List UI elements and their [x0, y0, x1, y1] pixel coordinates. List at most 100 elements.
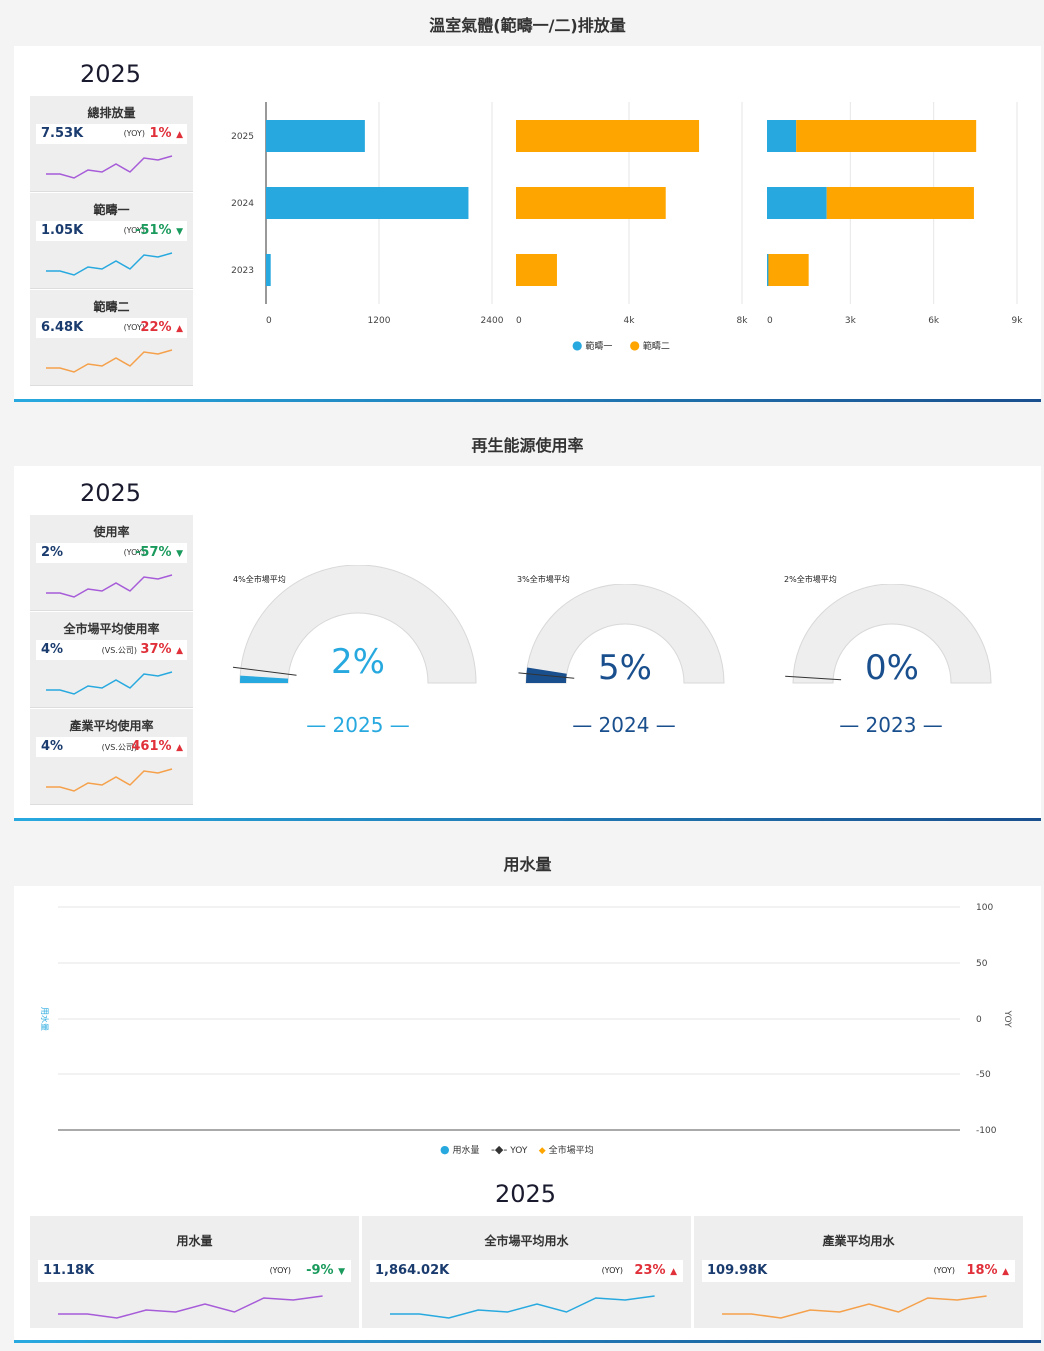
ghg-year: 2025 [80, 60, 142, 88]
gauge-fill [240, 675, 289, 683]
tick-label: 8k [737, 316, 749, 326]
kpi-change: 37% ▲ [140, 642, 183, 657]
bar-範疇二 [516, 254, 557, 286]
ghg-legend: ● 範疇一 ● 範疇二 [572, 338, 670, 352]
legend-yoy: YOY [510, 1146, 528, 1156]
kpi-sparkline [390, 1295, 655, 1319]
kpi-value: 1.05K [41, 223, 84, 238]
kpi-title: 範疇二 [93, 300, 130, 314]
kpi-card: 範疇二 6.48K (YOY) 22% ▲ [30, 290, 193, 386]
gauge-track [239, 565, 477, 684]
bar-範疇一 [767, 254, 769, 286]
sparkline-path [46, 574, 173, 598]
kpi-compare-label: (YOY) [123, 548, 145, 557]
kpi-change: 461% ▲ [131, 739, 183, 754]
kpi-value: 11.18K [43, 1263, 95, 1278]
gauge-value: 2% [331, 642, 385, 682]
arrow-down-icon: ▼ [176, 227, 183, 237]
kpi-change: 22% ▲ [140, 320, 183, 335]
sparkline-path [390, 1295, 655, 1319]
gauge-avg-caption: 3%全市場平均 [517, 575, 570, 584]
bar-範疇二 [796, 120, 977, 152]
bar-範疇二 [826, 187, 974, 219]
tick-label: 0 [516, 316, 522, 326]
gauge-2 [785, 584, 992, 684]
kpi-compare-label: (VS.公司) [101, 646, 137, 655]
kpi-change: 1% ▲ [149, 126, 183, 141]
kpi-value-row: 1,864.02K (YOY) 23% ▲ [370, 1260, 683, 1282]
bar-範疇一 [266, 254, 271, 286]
kpi-title: 使用率 [93, 525, 130, 539]
legend-scope2: 範疇二 [642, 342, 670, 352]
category-label: 2025 [231, 132, 254, 142]
category-label: 2024 [231, 199, 254, 209]
kpi-value-row: 6.48K (YOY) 22% ▲ [36, 318, 187, 338]
kpi-change: -9% ▼ [306, 1263, 345, 1278]
kpi-sparkline [46, 768, 173, 792]
tick-label: 2400 [481, 316, 504, 326]
kpi-card: 全市場平均用水 1,864.02K (YOY) 23% ▲ [362, 1216, 691, 1328]
tick-label: 0 [266, 316, 272, 326]
gauge-0 [232, 565, 477, 684]
kpi-compare-label: (YOY) [601, 1266, 623, 1275]
arrow-up-icon: ▲ [1002, 1267, 1009, 1277]
gauge-year-label: — 2024 — [572, 713, 676, 737]
arrow-up-icon: ▲ [176, 646, 183, 656]
sparkline-path [46, 768, 173, 792]
gauge-track [792, 584, 992, 684]
gauge-avg-marker [518, 672, 575, 679]
sparkline-path [722, 1295, 987, 1319]
sparkline-path [46, 671, 173, 695]
kpi-compare-label: (YOY) [269, 1266, 291, 1275]
sparkline-path [46, 155, 173, 179]
kpi-value: 4% [41, 739, 64, 754]
gauge-track [525, 584, 725, 684]
kpi-compare-label: (VS.公司) [101, 743, 137, 752]
tick-label: 3k [845, 316, 857, 326]
bar-範疇二 [516, 187, 666, 219]
kpi-value: 4% [41, 642, 64, 657]
gauge-value: 5% [598, 648, 652, 688]
kpi-card: 總排放量 7.53K (YOY) 1% ▲ [30, 96, 193, 192]
water-right-axis-label: YOY [1002, 1009, 1012, 1028]
kpi-sparkline [46, 671, 173, 695]
tick-label: 6k [928, 316, 940, 326]
kpi-change: -51% ▼ [135, 223, 183, 238]
kpi-title: 範疇一 [93, 203, 130, 217]
kpi-change: -57% ▼ [135, 545, 183, 560]
tick-label: 4k [624, 316, 636, 326]
kpi-card: 使用率 2% (YOY) -57% ▼ [30, 515, 193, 611]
kpi-title: 全市場平均使用率 [63, 622, 160, 636]
kpi-value: 2% [41, 545, 64, 560]
kpi-value: 109.98K [707, 1263, 768, 1278]
gauge-value: 0% [865, 648, 919, 688]
gauge-1 [518, 584, 725, 684]
water-year: 2025 [495, 1180, 557, 1208]
arrow-up-icon: ▲ [176, 324, 183, 334]
bar-範疇一 [266, 120, 365, 152]
kpi-sparkline [46, 349, 173, 373]
kpi-compare-label: (YOY) [933, 1266, 955, 1275]
kpi-compare-label: (YOY) [123, 129, 145, 138]
water-right-tick: -100 [976, 1126, 997, 1136]
kpi-title: 產業平均使用率 [69, 719, 154, 733]
renew-year: 2025 [80, 479, 142, 507]
kpi-sparkline [46, 155, 173, 179]
tick-label: 9k [1012, 316, 1024, 326]
kpi-sparkline [46, 574, 173, 598]
kpi-card: 產業平均使用率 4% (VS.公司) 461% ▲ [30, 709, 193, 805]
water-legend: ● 用水量 -◆- YOY ◆ 全市場平均 [440, 1143, 594, 1156]
section-divider [14, 1340, 1041, 1343]
bar-範疇二 [768, 254, 809, 286]
tick-label: 1200 [368, 316, 391, 326]
kpi-title: 產業平均用水 [822, 1234, 895, 1248]
arrow-up-icon: ▲ [176, 743, 183, 753]
arrow-up-icon: ▲ [670, 1267, 677, 1277]
kpi-value-row: 11.18K (YOY) -9% ▼ [38, 1260, 351, 1282]
gauge-avg-marker [232, 666, 297, 676]
sparkline-path [58, 1295, 323, 1319]
kpi-value-row: 2% (YOY) -57% ▼ [36, 543, 187, 563]
legend-scope1: 範疇一 [585, 342, 613, 352]
kpi-value: 7.53K [41, 126, 84, 141]
kpi-card: 產業平均用水 109.98K (YOY) 18% ▲ [694, 1216, 1023, 1328]
